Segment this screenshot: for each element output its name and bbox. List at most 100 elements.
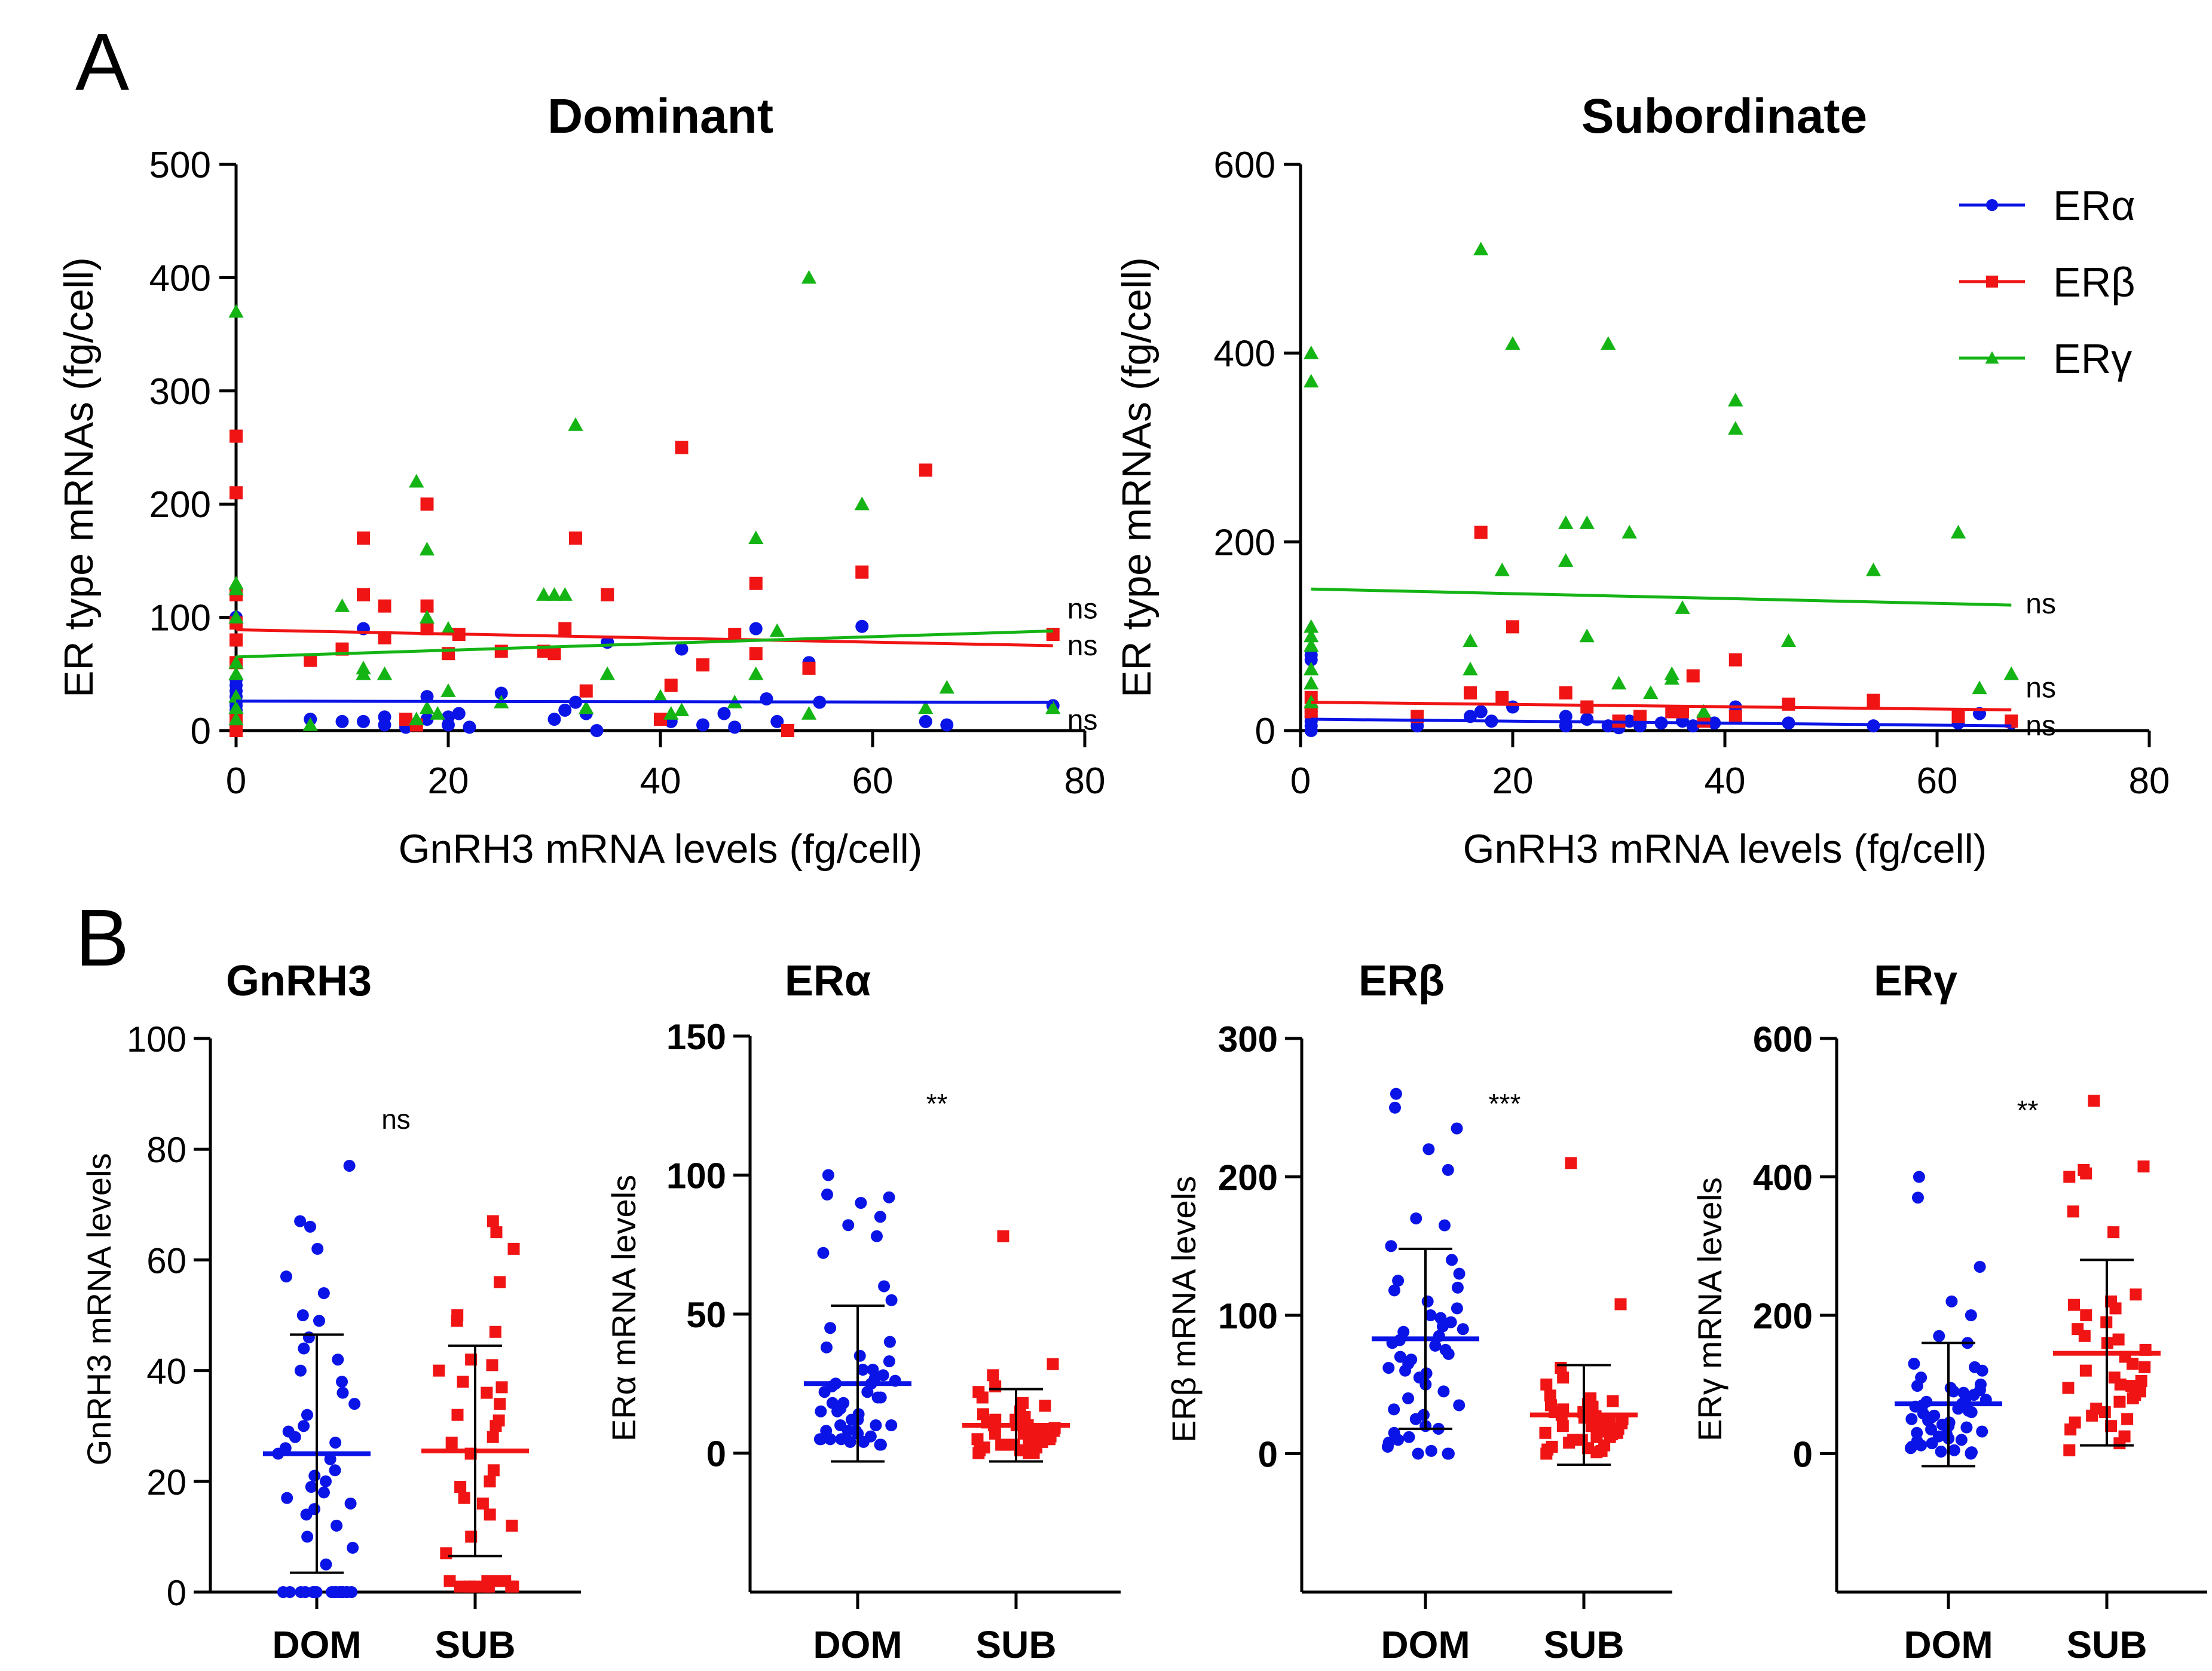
data-point (1867, 694, 1880, 707)
data-point (874, 1438, 886, 1451)
data-point (294, 1215, 307, 1227)
data-point (1495, 691, 1509, 704)
data-point (2130, 1288, 2142, 1301)
data-point (2135, 1374, 2147, 1387)
data-point (506, 1519, 518, 1532)
data-point (1915, 1439, 1928, 1452)
data-point (579, 700, 594, 714)
data-point (1304, 705, 1318, 719)
data-point (494, 686, 508, 700)
data-point (378, 631, 391, 644)
legend-label: ERγ (2053, 335, 2132, 382)
data-point (813, 1433, 826, 1446)
data-point (558, 622, 572, 636)
chart-title: GnRH3 (226, 957, 372, 1005)
data-point (1950, 524, 1966, 539)
data-point (336, 1386, 349, 1399)
data-point (440, 683, 456, 697)
category-label: DOM (1381, 1623, 1470, 1666)
data-point (228, 609, 244, 624)
data-point (940, 718, 954, 732)
data-point (2112, 1333, 2125, 1346)
data-point (1390, 1087, 1402, 1100)
data-point (317, 1486, 330, 1499)
y-tick-label: 0 (1255, 711, 1275, 752)
data-point (769, 623, 785, 637)
data-point (445, 1436, 458, 1449)
data-point (320, 1558, 332, 1571)
data-point (856, 1364, 869, 1376)
data-point (228, 581, 244, 595)
data-point (1304, 346, 1319, 359)
data-point (1402, 1392, 1415, 1404)
data-point (1425, 1444, 1437, 1457)
data-point (1539, 1426, 1552, 1439)
significance-label: *** (1489, 1088, 1521, 1119)
data-point (1453, 1399, 1466, 1412)
data-point (2113, 1437, 2126, 1450)
data-point (546, 587, 562, 601)
data-point (228, 304, 244, 318)
fit-significance: ns (1067, 630, 1098, 662)
data-point (1908, 1358, 1920, 1370)
data-point (1505, 336, 1520, 350)
data-point (2067, 1299, 2080, 1311)
data-point (568, 417, 583, 431)
data-point (748, 666, 764, 680)
data-point (822, 1169, 834, 1181)
data-point (1304, 619, 1319, 633)
category-label: SUB (2066, 1623, 2147, 1666)
data-point (319, 1475, 332, 1487)
data-point (280, 1270, 292, 1283)
y-axis-label: ERγ mRNA levels (1691, 1177, 1728, 1441)
data-point (489, 1420, 502, 1432)
data-point (419, 542, 435, 556)
data-point (579, 684, 593, 698)
data-point (451, 1315, 463, 1327)
chart-title: ERγ (1874, 957, 1957, 1005)
data-point (1556, 1420, 1569, 1432)
data-point (331, 1519, 343, 1532)
x-tick-label: 60 (852, 760, 894, 802)
y-tick-label: 60 (146, 1241, 186, 1281)
data-point (347, 1541, 359, 1554)
data-point (857, 1435, 870, 1448)
data-point (802, 661, 816, 675)
data-point (2107, 1226, 2120, 1239)
data-point (296, 1309, 309, 1321)
category-label: DOM (1904, 1623, 1993, 1666)
y-axis-label: ER type mRNAs (fg/cell) (56, 257, 102, 698)
data-point (1422, 1143, 1435, 1156)
significance-label: ** (926, 1088, 948, 1119)
data-point (357, 714, 370, 728)
data-point (1451, 1122, 1463, 1135)
data-point (430, 705, 445, 720)
data-point (821, 1189, 833, 1201)
y-tick-label: 200 (1753, 1296, 1813, 1336)
data-point (1696, 704, 1712, 718)
data-point (558, 703, 572, 717)
data-point (1463, 633, 1478, 647)
data-point (1544, 1389, 1556, 1402)
data-point (2113, 1395, 2126, 1408)
data-point (277, 1586, 289, 1598)
data-point (1451, 1281, 1464, 1294)
category-label: DOM (813, 1623, 902, 1666)
data-point (1911, 1426, 1923, 1439)
data-point (1728, 653, 1742, 667)
y-tick-label: 0 (706, 1434, 726, 1474)
y-tick-label: 400 (1753, 1158, 1813, 1198)
data-point (1557, 1371, 1569, 1384)
data-point (494, 1398, 506, 1410)
data-point (749, 576, 763, 590)
data-point (536, 587, 552, 601)
data-point (1865, 563, 1881, 576)
data-point (1728, 710, 1742, 723)
data-point (1601, 336, 1616, 350)
data-point (599, 666, 615, 680)
data-point (332, 1354, 344, 1366)
data-point (1922, 1414, 1935, 1426)
data-point (1385, 1240, 1397, 1253)
scatter_sub-chart: 0 200 400 600 0 20 40 60 80 Subordinate GnRH3 mRNA… (1114, 89, 2170, 872)
data-point (230, 486, 243, 500)
